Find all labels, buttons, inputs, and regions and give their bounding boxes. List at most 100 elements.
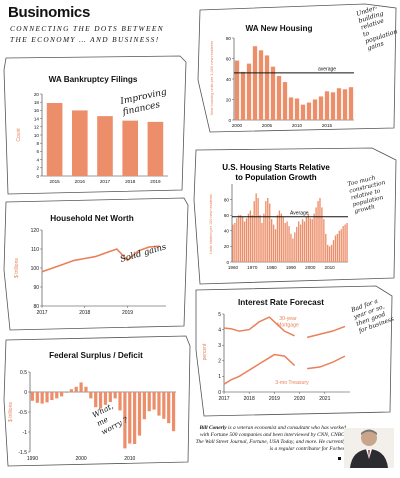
starts-population-ytick-label: 60 (224, 213, 230, 218)
starts-population-bar (313, 213, 315, 262)
author-bio-text: is a veteran economist and consultant wh… (195, 425, 346, 453)
federal-surplus-bar (69, 389, 73, 392)
starts-population-bar (319, 198, 321, 262)
federal-surplus-bar (60, 392, 64, 397)
interest-rates-xtick-label: 2017 (218, 396, 229, 402)
interest-rates-ytick-label: 4 (218, 327, 221, 333)
net-worth-ytick-label: 100 (31, 266, 40, 272)
interest-rates-ytick-label: 1 (218, 374, 221, 380)
starts-population-xtick-label: 1980 (267, 265, 278, 270)
starts-population-bar (317, 201, 319, 262)
starts-population-bar (249, 210, 252, 262)
new-housing-xtick-label: 2010 (292, 123, 303, 128)
new-housing-bar (270, 66, 276, 120)
new-housing-bar (252, 46, 258, 121)
net-worth-ytick-label: 80 (33, 304, 39, 310)
starts-population-bar (272, 224, 275, 262)
federal-surplus-bar (79, 382, 83, 392)
federal-surplus-ylabel: $ trillions (8, 402, 14, 422)
starts-population-bar (274, 229, 277, 262)
starts-population-bar (259, 215, 261, 262)
bankruptcy-title: WA Bankruptcy Filings (49, 75, 138, 84)
bankruptcy-ytick-label: 16 (34, 108, 40, 113)
federal-surplus-bar (35, 392, 39, 403)
starts-population-xtick-label: 1990 (286, 265, 297, 270)
new-housing-ytick-label: 60 (226, 56, 232, 61)
interest-rates-ytick-label: 5 (218, 312, 221, 318)
starts-population-bar (307, 213, 310, 262)
federal-surplus-bar (152, 392, 156, 410)
starts-population-bar (282, 216, 284, 262)
bankruptcy-ylabel: Count (16, 128, 22, 142)
starts-population-bar (298, 221, 300, 262)
interest-rates-legend-treasury: 3-mo Treasury (275, 380, 309, 386)
bankruptcy-xtick-label: 2017 (100, 179, 111, 184)
federal-surplus-bar (167, 392, 171, 424)
net-worth-xtick-label: 2019 (122, 310, 133, 316)
new-housing-bar (258, 50, 264, 120)
starts-population-bar (294, 232, 296, 262)
bankruptcy-ytick-label: 18 (34, 100, 40, 105)
federal-surplus-ytick-label: -0.5 (18, 410, 27, 416)
federal-surplus-bar (157, 392, 161, 416)
federal-surplus-bar (55, 392, 59, 399)
federal-surplus-ytick-label: 0 (24, 390, 27, 396)
new-housing-ylabel: New housing units per 1,000 new resident… (209, 41, 214, 115)
starts-population-ytick-label: 20 (224, 244, 230, 249)
starts-population-xtick-label: 1970 (247, 265, 258, 270)
starts-population-title: U.S. Housing Starts Relative to Populatio… (222, 163, 330, 182)
starts-population-bar (236, 218, 238, 262)
interest-rates-treasury-line (223, 353, 296, 385)
federal-surplus-bar (108, 392, 112, 402)
federal-surplus-bar (30, 392, 35, 401)
new-housing-ytick-label: 0 (228, 118, 231, 123)
starts-population-bar (240, 215, 242, 262)
federal-surplus-bar (118, 392, 122, 411)
starts-population-bar (332, 240, 335, 262)
starts-population-bar (269, 203, 271, 262)
starts-population-bar (309, 218, 311, 262)
federal-surplus-bar (50, 392, 54, 400)
federal-surplus-bar (64, 392, 69, 393)
bankruptcy-ytick-label: 10 (34, 133, 40, 138)
starts-population-bar (342, 226, 344, 262)
federal-surplus-bar (128, 392, 132, 444)
starts-population-bar (286, 221, 288, 262)
starts-population-xtick-label: 2010 (325, 265, 336, 270)
bankruptcy-ytick-label: 8 (36, 141, 39, 146)
starts-population-bar (315, 207, 317, 262)
bankruptcy-bar (71, 110, 88, 176)
new-housing-bar (330, 92, 336, 120)
bankruptcy-xtick-label: 2016 (75, 179, 86, 184)
new-housing-bar (282, 82, 288, 120)
starts-population-bar (278, 210, 281, 262)
bankruptcy-bar (46, 103, 63, 176)
starts-population-ylabel: Units started per 100 new residents (209, 194, 213, 254)
federal-surplus-ytick-label: -1 (23, 430, 28, 436)
new-housing-bar (336, 88, 342, 120)
starts-population-bar (238, 215, 240, 262)
new-housing-bar (276, 75, 282, 120)
starts-population-bar (241, 216, 244, 262)
federal-surplus-bar (147, 392, 151, 412)
starts-population-bar (284, 223, 286, 262)
bankruptcy-ytick-label: 20 (34, 92, 40, 97)
new-housing-bar (348, 87, 354, 120)
federal-surplus-bar (84, 386, 88, 392)
federal-surplus-bar (133, 392, 137, 444)
starts-population-bar (346, 223, 348, 262)
starts-population-average-label: Average (290, 210, 309, 216)
interest-rates-mortgage-line (223, 316, 295, 337)
starts-population-bar (344, 224, 346, 262)
starts-population-ytick-label: 80 (224, 197, 230, 202)
net-worth-ytick-label: 120 (31, 228, 40, 234)
panel-net-worth (3, 197, 189, 331)
brand-title: Businomics (8, 4, 91, 21)
starts-population-bar (299, 224, 302, 262)
federal-surplus-ytick-label: -1.5 (18, 450, 27, 456)
starts-population-xtick-label: 2000 (305, 265, 316, 270)
federal-surplus-bar (98, 392, 103, 409)
federal-surplus-bar (103, 392, 108, 405)
bankruptcy-ytick-label: 14 (34, 116, 40, 121)
